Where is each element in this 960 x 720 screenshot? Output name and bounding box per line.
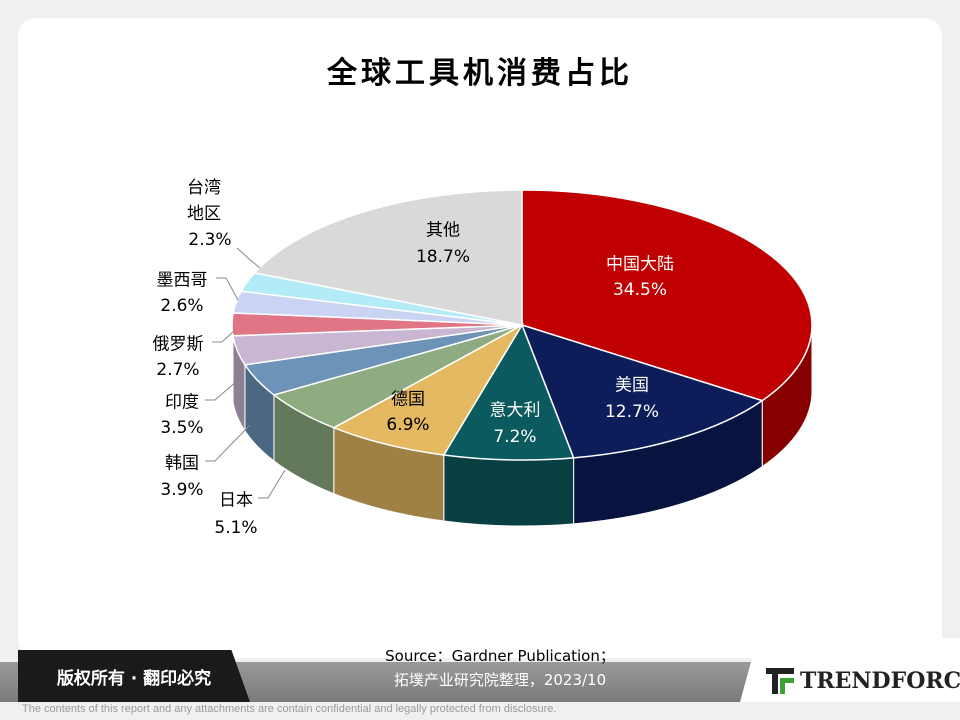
data-label: 5.1% [214, 518, 258, 538]
leader-line [258, 469, 286, 499]
slice-name: 俄罗斯 [152, 334, 204, 355]
slice-name: 意大利 [489, 400, 541, 421]
source-line: Source：Gardner Publication； [385, 647, 615, 665]
slice [332, 323, 525, 456]
data-label: 3.9% [160, 480, 204, 500]
disclaimer: The contents of this report and any atta… [22, 703, 557, 715]
slice-name: 中国大陆 [606, 254, 674, 275]
leader-line [205, 379, 239, 401]
slice [442, 323, 575, 461]
data-label: 2.7% [156, 360, 200, 380]
slice-name: 其他 [426, 220, 460, 241]
leader-line [205, 424, 251, 462]
data-label: 2.3% [188, 230, 232, 250]
data-label: 6.9% [386, 415, 430, 435]
slice-name: 德国 [391, 389, 425, 410]
source: Source：Gardner Publication； 拓墣产业研究院整理，20… [300, 644, 700, 692]
data-label: 34.5% [612, 280, 668, 300]
slice-name: 墨西哥 [156, 270, 208, 291]
slice [520, 323, 764, 459]
leader-line [236, 247, 261, 269]
rights-notice: 版权所有 · 翻印必究 [18, 650, 250, 702]
slice-side [443, 454, 575, 527]
slice-name: 印度 [165, 392, 199, 413]
data-label: 7.2% [493, 427, 537, 447]
data-label: 2.6% [160, 296, 204, 316]
slice-name: 日本 [219, 490, 253, 511]
slice [253, 189, 523, 326]
logo-mark [766, 668, 794, 694]
leader-line [216, 277, 239, 301]
chart-title: 全球工具机消费占比 [327, 56, 633, 91]
logo: TRENDFORCE [800, 668, 960, 694]
leader-line [212, 329, 236, 343]
slice [521, 189, 813, 402]
data-label: 3.5% [160, 418, 204, 438]
slice-name: 韩国 [165, 453, 199, 474]
data-label: 12.7% [604, 402, 660, 422]
slice-name: 台湾地区 [187, 178, 221, 224]
source-line: 拓墣产业研究院整理，2023/10 [393, 671, 607, 689]
slice-name: 美国 [615, 375, 649, 396]
data-label: 18.7% [415, 247, 471, 267]
